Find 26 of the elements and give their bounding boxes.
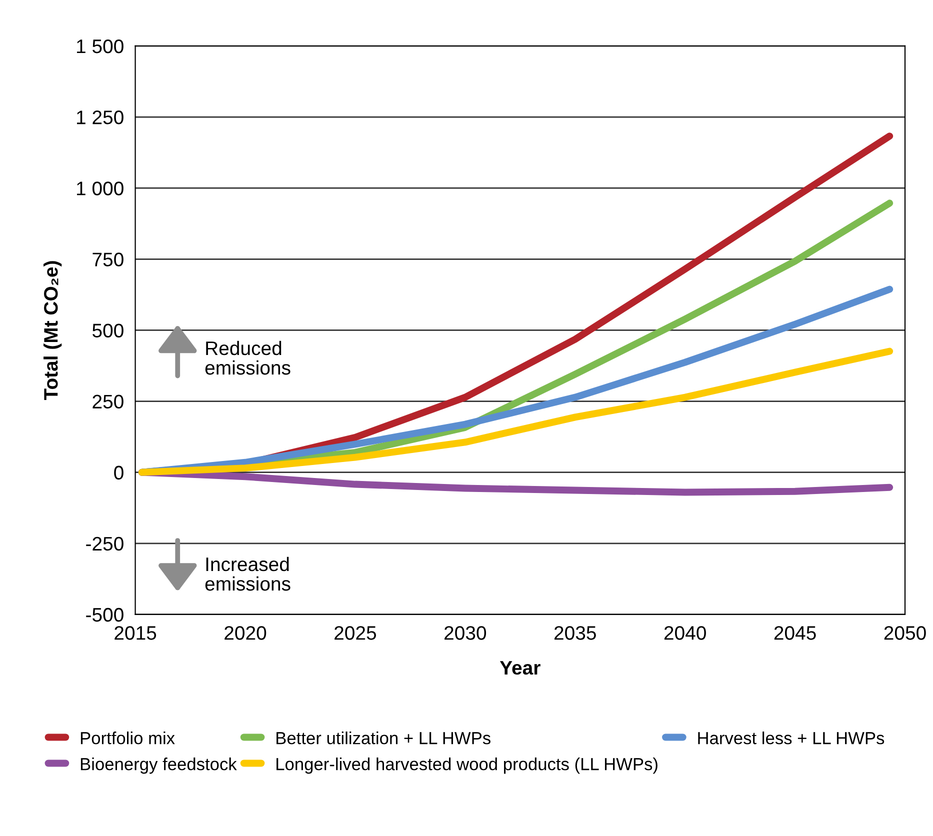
x-tick-label: 2020 — [224, 626, 266, 640]
legend-label: Longer-lived harvested wood products (LL HWPs) — [276, 758, 658, 774]
y-tick-label: 1 250 — [77, 110, 124, 124]
legend-label: Harvest less + LL HWPs — [698, 732, 884, 744]
y-tick-label: 1 500 — [77, 39, 124, 54]
y-tick-label: 500 — [92, 324, 124, 338]
legend-label: Better utilization + LL HWPs — [276, 732, 490, 744]
x-tick-label: 2040 — [664, 626, 706, 640]
x-tick-label: 2050 — [884, 626, 926, 640]
y-tick-label: 0 — [114, 466, 124, 480]
y-tick-label: 250 — [92, 394, 124, 409]
x-axis-title: Year — [500, 661, 540, 675]
x-tick-label: 2045 — [774, 626, 816, 640]
annotation: Reduced emissions — [205, 340, 290, 375]
legend-label: Portfolio mix — [80, 732, 175, 744]
y-tick-label: -500 — [86, 608, 124, 622]
x-tick-label: 2015 — [114, 626, 156, 640]
x-tick-label: 2030 — [444, 626, 486, 640]
x-tick-label: 2025 — [334, 626, 376, 640]
y-axis-title: Total (Mt CO₂e) — [44, 261, 62, 400]
y-tick-label: -250 — [86, 536, 124, 551]
x-tick-label: 2035 — [554, 626, 596, 640]
y-tick-label: 750 — [92, 252, 124, 266]
legend-label: Bioenergy feedstock — [80, 758, 237, 774]
annotation: Increased emissions — [205, 556, 290, 591]
y-tick-label: 1 000 — [77, 182, 124, 196]
